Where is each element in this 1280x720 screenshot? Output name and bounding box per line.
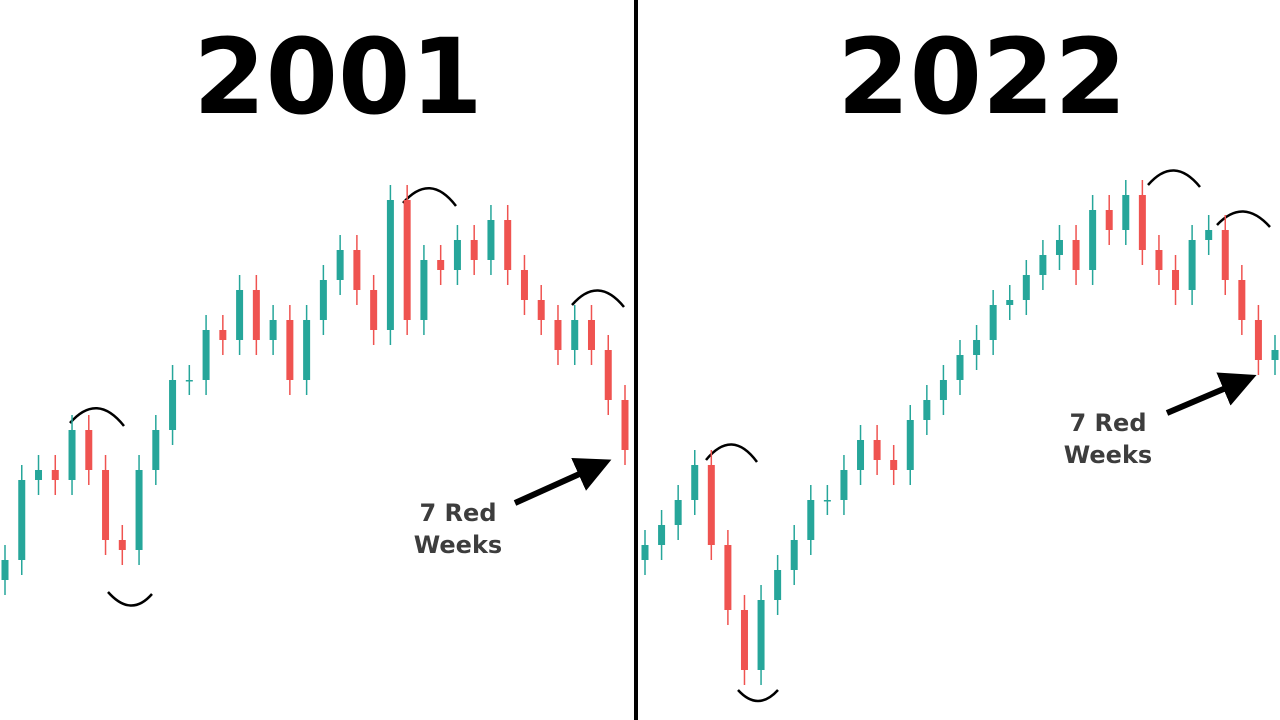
arc: [69, 407, 125, 427]
candle-body: [757, 600, 765, 670]
candle-body: [135, 470, 143, 550]
candle-body: [152, 430, 160, 470]
candle-body: [857, 440, 865, 470]
candle-body: [571, 320, 579, 350]
candle-body: [1205, 230, 1213, 240]
candle-body: [202, 330, 210, 380]
candle-body: [1122, 195, 1130, 230]
arc: [571, 289, 625, 308]
candle-body: [658, 525, 666, 545]
chart-title: 2001: [193, 16, 482, 138]
candle-body: [403, 200, 411, 320]
candle-body: [774, 570, 782, 600]
candle-body: [520, 270, 528, 300]
candle-body: [1006, 300, 1014, 305]
candle-body: [51, 470, 59, 480]
candle-body: [185, 380, 193, 382]
candle-body: [587, 320, 595, 350]
candle-body: [35, 470, 43, 480]
arrow: [1165, 372, 1257, 416]
candle-body: [691, 465, 699, 500]
candle-body: [169, 380, 177, 430]
arc: [1147, 169, 1201, 188]
candle-body: [890, 460, 898, 470]
candle-body: [504, 220, 512, 270]
candle-body: [823, 500, 831, 502]
candle-body: [252, 290, 260, 340]
annotation: 7 Red Weeks: [1063, 409, 1153, 469]
candle-body: [1155, 250, 1163, 270]
candle-body: [370, 290, 378, 330]
candle-body: [707, 465, 715, 545]
candle-body: [286, 320, 294, 380]
candle-body: [674, 500, 682, 525]
candle-body: [470, 240, 478, 260]
candle-body: [939, 380, 947, 400]
candle-body: [1, 560, 9, 580]
candle-body: [1022, 275, 1030, 300]
candle-body: [621, 400, 629, 450]
candle-body: [1105, 210, 1113, 230]
candle-body: [1238, 280, 1246, 320]
candle-body: [102, 470, 110, 540]
arc: [737, 689, 779, 703]
candle-body: [453, 240, 461, 270]
candle-body: [873, 440, 881, 460]
candle-body: [353, 250, 361, 290]
arc: [1216, 210, 1271, 228]
arc: [402, 187, 457, 207]
arrow: [513, 457, 612, 506]
candle-body: [1039, 255, 1047, 275]
candle-body: [420, 260, 428, 320]
candle-body: [1271, 350, 1279, 360]
candle-body: [840, 470, 848, 500]
candle-body: [386, 200, 394, 330]
candle-body: [1138, 195, 1146, 250]
candle-body: [303, 320, 311, 380]
arc: [107, 591, 153, 607]
candle-body: [336, 250, 344, 280]
candle-body: [1089, 210, 1097, 270]
candle-body: [790, 540, 798, 570]
candle-body: [1254, 320, 1262, 360]
candle-body: [724, 545, 732, 610]
candle-body: [118, 540, 126, 550]
candle-body: [604, 350, 612, 400]
candle-body: [1188, 240, 1196, 290]
candle-body: [641, 545, 649, 560]
candle-body: [973, 340, 981, 355]
candle-body: [740, 610, 748, 670]
candle-body: [236, 290, 244, 340]
annotation: 7 Red Weeks: [413, 499, 503, 559]
candle-body: [68, 430, 76, 480]
candle-body: [554, 320, 562, 350]
candle-body: [956, 355, 964, 380]
candle-body: [537, 300, 545, 320]
candle-body: [906, 420, 914, 470]
arc: [705, 443, 759, 463]
candle-body: [1172, 270, 1180, 290]
candle-body: [1072, 240, 1080, 270]
candle-body: [487, 220, 495, 260]
candle-body: [807, 500, 815, 540]
candle-body: [18, 480, 26, 560]
candle-body: [1055, 240, 1063, 255]
candle-body: [989, 305, 997, 340]
candle-body: [85, 430, 93, 470]
candle-body: [437, 260, 445, 270]
chart-title: 2022: [837, 16, 1126, 138]
candle-body: [319, 280, 327, 320]
candle-body: [269, 320, 277, 340]
candles: [1, 180, 1279, 685]
candle-body: [219, 330, 227, 340]
candle-body: [923, 400, 931, 420]
candle-body: [1221, 230, 1229, 280]
